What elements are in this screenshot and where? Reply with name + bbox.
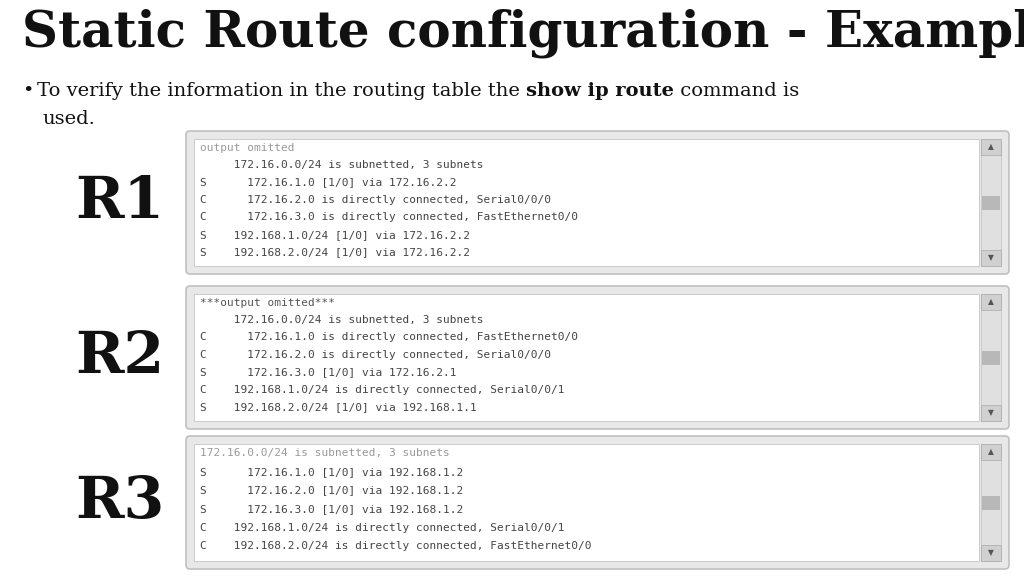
Bar: [982, 495, 1000, 510]
Text: ▲: ▲: [988, 448, 994, 457]
Text: 172.16.0.0/24 is subnetted, 3 subnets: 172.16.0.0/24 is subnetted, 3 subnets: [200, 448, 450, 458]
Text: S      172.16.3.0 [1/0] via 192.168.1.2: S 172.16.3.0 [1/0] via 192.168.1.2: [200, 504, 463, 514]
Text: ▼: ▼: [988, 548, 994, 558]
Bar: [194, 294, 979, 421]
Bar: [981, 139, 1001, 266]
Text: ***output omitted***: ***output omitted***: [200, 298, 335, 308]
Text: 172.16.0.0/24 is subnetted, 3 subnets: 172.16.0.0/24 is subnetted, 3 subnets: [200, 315, 483, 325]
Bar: [981, 294, 1001, 310]
Bar: [194, 139, 979, 266]
Text: C      172.16.2.0 is directly connected, Serial0/0/0: C 172.16.2.0 is directly connected, Seri…: [200, 195, 551, 205]
FancyBboxPatch shape: [186, 286, 1009, 429]
Text: C      172.16.1.0 is directly connected, FastEthernet0/0: C 172.16.1.0 is directly connected, Fast…: [200, 332, 578, 343]
Text: output omitted: output omitted: [200, 143, 295, 153]
Text: To verify the information in the routing table the: To verify the information in the routing…: [37, 82, 526, 100]
Text: R2: R2: [76, 329, 165, 385]
Text: S      172.16.2.0 [1/0] via 192.168.1.2: S 172.16.2.0 [1/0] via 192.168.1.2: [200, 486, 463, 495]
Bar: [981, 444, 1001, 460]
Text: C      172.16.3.0 is directly connected, FastEthernet0/0: C 172.16.3.0 is directly connected, Fast…: [200, 213, 578, 222]
Bar: [981, 139, 1001, 155]
Text: S      172.16.3.0 [1/0] via 172.16.2.1: S 172.16.3.0 [1/0] via 172.16.2.1: [200, 367, 457, 377]
Bar: [194, 444, 979, 561]
Text: C    192.168.2.0/24 is directly connected, FastEthernet0/0: C 192.168.2.0/24 is directly connected, …: [200, 541, 592, 551]
Text: R1: R1: [76, 174, 165, 230]
Bar: [981, 444, 1001, 561]
Text: S    192.168.2.0/24 [1/0] via 192.168.1.1: S 192.168.2.0/24 [1/0] via 192.168.1.1: [200, 402, 477, 412]
Bar: [982, 351, 1000, 365]
Bar: [981, 250, 1001, 266]
Text: S    192.168.1.0/24 [1/0] via 172.16.2.2: S 192.168.1.0/24 [1/0] via 172.16.2.2: [200, 230, 470, 240]
Text: command is: command is: [675, 82, 800, 100]
Text: C    192.168.1.0/24 is directly connected, Serial0/0/1: C 192.168.1.0/24 is directly connected, …: [200, 522, 564, 533]
Text: C      172.16.2.0 is directly connected, Serial0/0/0: C 172.16.2.0 is directly connected, Seri…: [200, 350, 551, 360]
Text: show ip route: show ip route: [526, 82, 675, 100]
FancyBboxPatch shape: [186, 131, 1009, 274]
Text: ▲: ▲: [988, 142, 994, 151]
Text: S    192.168.2.0/24 [1/0] via 172.16.2.2: S 192.168.2.0/24 [1/0] via 172.16.2.2: [200, 247, 470, 257]
Bar: [981, 294, 1001, 421]
Bar: [981, 405, 1001, 421]
Text: C    192.168.1.0/24 is directly connected, Serial0/0/1: C 192.168.1.0/24 is directly connected, …: [200, 385, 564, 395]
Text: ▼: ▼: [988, 408, 994, 418]
FancyBboxPatch shape: [186, 436, 1009, 569]
Text: R3: R3: [76, 474, 165, 530]
Text: used.: used.: [42, 110, 95, 128]
Text: ▼: ▼: [988, 253, 994, 263]
Bar: [982, 195, 1000, 210]
Text: •: •: [22, 82, 34, 100]
Bar: [981, 545, 1001, 561]
Text: S      172.16.1.0 [1/0] via 192.168.1.2: S 172.16.1.0 [1/0] via 192.168.1.2: [200, 467, 463, 477]
Text: Static Route configuration - Example: Static Route configuration - Example: [22, 8, 1024, 58]
Text: ▲: ▲: [988, 297, 994, 306]
Text: 172.16.0.0/24 is subnetted, 3 subnets: 172.16.0.0/24 is subnetted, 3 subnets: [200, 160, 483, 170]
Text: S      172.16.1.0 [1/0] via 172.16.2.2: S 172.16.1.0 [1/0] via 172.16.2.2: [200, 177, 457, 188]
